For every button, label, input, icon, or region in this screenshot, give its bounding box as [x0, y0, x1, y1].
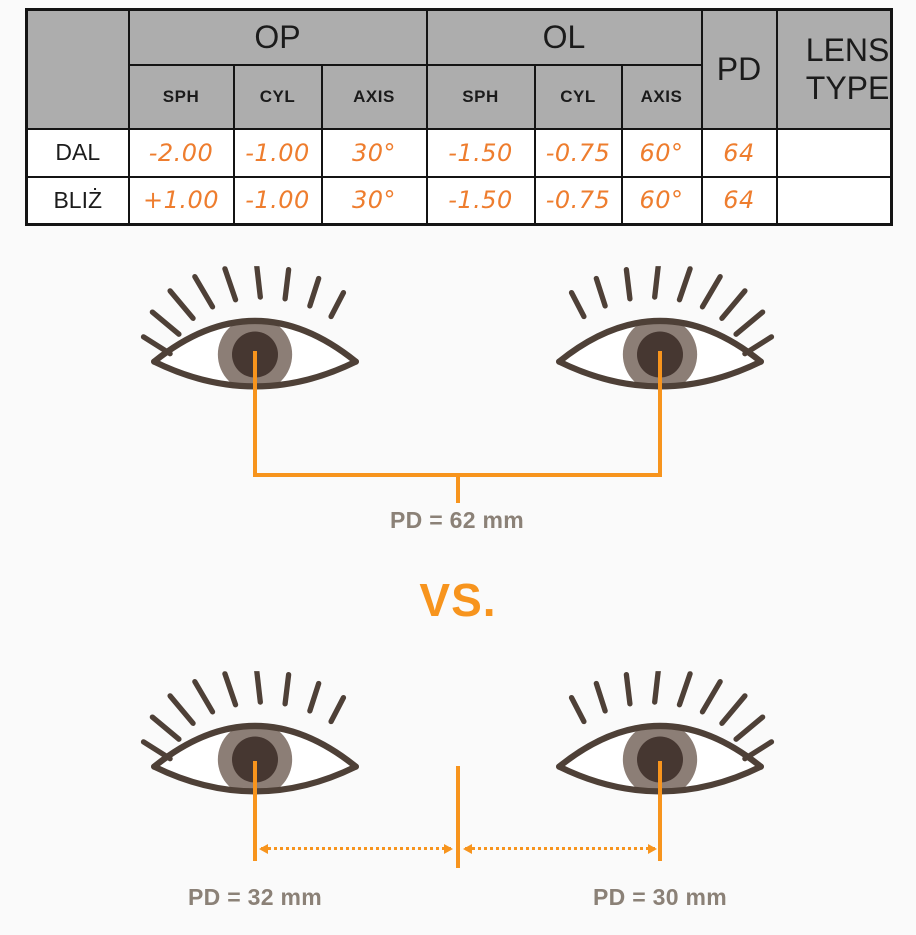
bliz-ol-cyl: -0.75 [533, 175, 623, 226]
left-pd-arrow [259, 844, 453, 854]
table-row-dal: DAL -2.00 -1.00 30° -1.50 -0.75 60° 64 [25, 127, 893, 178]
lens-type-header: LENS TYPE [775, 8, 893, 130]
prescription-table: OP OL PD LENS TYPE SPH CYL AXIS SPH CYL … [25, 8, 894, 226]
bliz-ol-sph: -1.50 [425, 175, 536, 226]
row-label-bliz: BLIŻ [25, 175, 130, 226]
ol-sph-header: SPH [425, 63, 536, 130]
dal-op-sph: -2.00 [127, 127, 235, 178]
op-sph-header: SPH [127, 63, 235, 130]
ol-axis-header: AXIS [620, 63, 703, 130]
row-label-dal: DAL [25, 127, 130, 178]
dal-lens-type [775, 127, 893, 178]
bracket-right-line [658, 351, 662, 473]
left-pd-label: PD = 32 mm [187, 884, 323, 910]
dal-ol-cyl: -0.75 [533, 127, 623, 178]
lens-type-header-text: LENS TYPE [805, 31, 890, 107]
bliz-pd: 64 [700, 175, 778, 226]
bliz-lens-type [775, 175, 893, 226]
right-pd-label: PD = 30 mm [592, 884, 728, 910]
dal-pd: 64 [700, 127, 778, 178]
right-pupil-line [658, 761, 662, 861]
bracket-stem-line [456, 473, 460, 503]
ol-group-header: OL [425, 8, 703, 66]
dual-pd-diagram: PD = 32 mm PD = 30 mm [0, 656, 916, 923]
pd-header: PD [700, 8, 778, 130]
op-axis-header: AXIS [320, 63, 428, 130]
bliz-op-sph: +1.00 [127, 175, 235, 226]
op-cyl-header: CYL [232, 63, 323, 130]
table-row-bliz: BLIŻ +1.00 -1.00 30° -1.50 -0.75 60° 64 [25, 175, 893, 226]
op-group-header: OP [127, 8, 428, 66]
right-pd-arrow [463, 844, 657, 854]
bliz-op-cyl: -1.00 [232, 175, 323, 226]
vs-label: VS. [419, 574, 497, 626]
ol-cyl-header: CYL [533, 63, 623, 130]
dal-op-axis: 30° [320, 127, 428, 178]
corner-cell [25, 8, 130, 130]
bliz-op-axis: 30° [320, 175, 428, 226]
left-pupil-line [253, 761, 257, 861]
center-reference-line [456, 766, 460, 868]
total-pd-label: PD = 62 mm [389, 507, 525, 533]
dal-ol-axis: 60° [620, 127, 703, 178]
dal-op-cyl: -1.00 [232, 127, 323, 178]
bliz-ol-axis: 60° [620, 175, 703, 226]
single-pd-diagram: PD = 62 mm [0, 251, 916, 551]
dal-ol-sph: -1.50 [425, 127, 536, 178]
bracket-left-line [253, 351, 257, 473]
